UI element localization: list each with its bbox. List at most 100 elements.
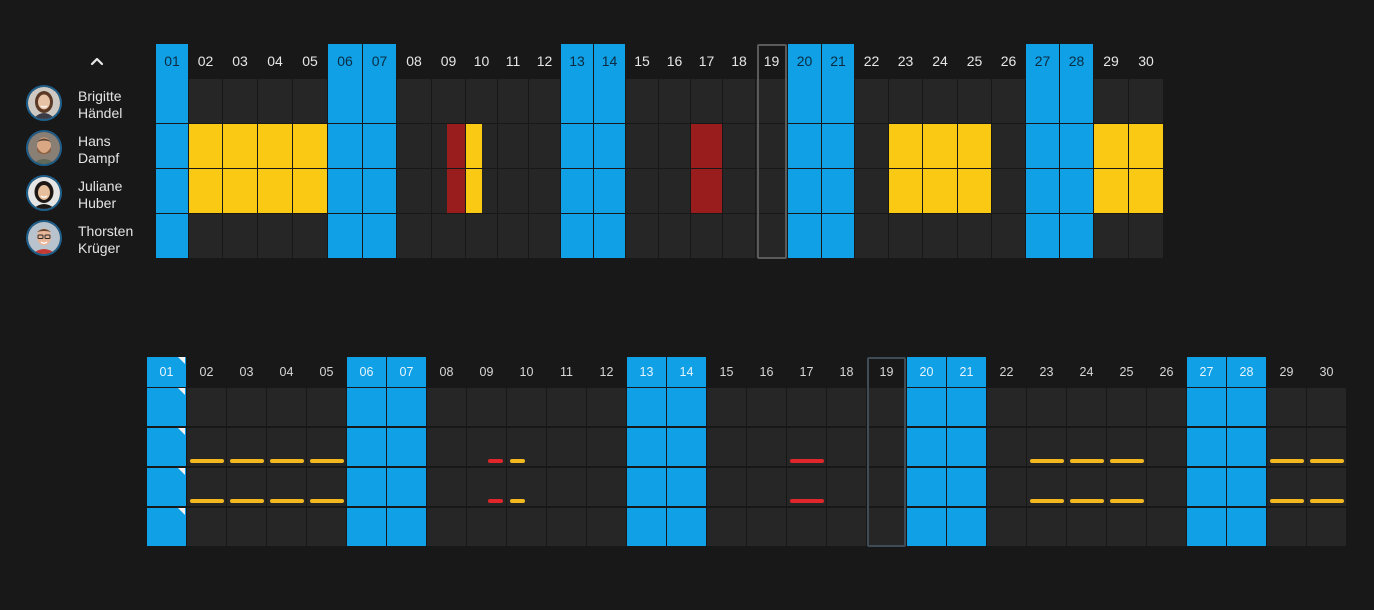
day-header-18[interactable]: 18 [731,53,747,69]
day-header-23[interactable]: 23 [897,53,914,69]
day-cell[interactable] [561,79,593,123]
compact-day-cell[interactable] [187,388,226,426]
compact-day-cell[interactable] [827,508,866,546]
day-cell[interactable] [156,124,188,168]
compact-day-cell[interactable] [1147,468,1186,506]
compact-day-cell[interactable] [947,388,986,426]
compact-day-cell[interactable] [587,468,626,506]
day-cell[interactable] [293,169,327,213]
compact-day-cell[interactable] [947,428,986,466]
day-header-30[interactable]: 30 [1138,53,1154,69]
compact-day-cell[interactable] [827,428,866,466]
day-cell[interactable] [723,124,755,168]
compact-day-cell[interactable] [387,388,426,426]
compact-day-cell[interactable] [627,388,666,426]
compact-day-cell[interactable] [1267,508,1306,546]
day-cell[interactable] [293,214,327,258]
compact-day-cell[interactable] [1107,468,1146,506]
compact-day-cell[interactable] [427,428,466,466]
day-cell[interactable] [889,79,922,123]
compact-day-header-16[interactable]: 16 [759,365,774,379]
compact-day-cell[interactable] [787,508,826,546]
day-cell[interactable] [855,214,888,258]
compact-day-header-28[interactable]: 28 [1227,357,1266,387]
day-cell[interactable] [1094,214,1128,258]
compact-day-cell[interactable] [707,508,746,546]
compact-day-cell[interactable] [547,388,586,426]
day-cell[interactable] [258,79,292,123]
compact-day-cell[interactable] [227,388,266,426]
day-cell[interactable] [822,79,854,123]
day-cell[interactable] [923,214,957,258]
day-header-11[interactable]: 11 [505,53,521,69]
compact-day-header-24[interactable]: 24 [1079,365,1094,379]
compact-day-cell[interactable] [787,468,826,506]
day-cell[interactable] [626,124,658,168]
compact-day-cell[interactable] [467,428,506,466]
compact-day-cell[interactable] [987,388,1026,426]
compact-day-cell[interactable] [1067,508,1106,546]
day-cell[interactable] [328,169,362,213]
day-cell[interactable] [788,79,821,123]
day-cell[interactable] [397,124,431,168]
compact-day-cell[interactable] [547,428,586,466]
compact-day-header-17[interactable]: 17 [799,365,814,379]
day-header-08[interactable]: 08 [406,53,422,69]
day-cell[interactable] [822,124,854,168]
day-cell[interactable] [691,169,722,213]
compact-day-header-30[interactable]: 30 [1319,365,1334,379]
compact-day-cell[interactable] [507,428,546,466]
compact-day-cell[interactable] [947,468,986,506]
day-cell[interactable] [756,79,787,123]
day-header-12[interactable]: 12 [536,53,553,69]
compact-day-cell[interactable] [427,468,466,506]
compact-day-cell[interactable] [467,388,506,426]
day-cell[interactable] [498,169,528,213]
compact-day-cell[interactable] [387,428,426,466]
day-cell[interactable] [992,169,1025,213]
compact-day-cell[interactable] [907,428,946,466]
day-cell[interactable] [594,124,625,168]
day-header-26[interactable]: 26 [1000,53,1017,69]
compact-day-cell[interactable] [547,468,586,506]
day-cell[interactable] [363,169,396,213]
day-cell[interactable] [363,124,396,168]
day-cell[interactable] [466,79,497,123]
compact-day-cell[interactable] [427,508,466,546]
compact-day-cell[interactable] [587,428,626,466]
day-header-06[interactable]: 06 [328,44,362,79]
day-cell[interactable] [156,214,188,258]
day-cell[interactable] [223,124,257,168]
compact-day-cell[interactable] [307,428,346,466]
day-cell[interactable] [529,79,560,123]
compact-day-cell[interactable] [827,388,866,426]
compact-day-cell[interactable] [1147,428,1186,466]
day-cell[interactable] [1129,214,1163,258]
day-cell[interactable] [626,169,658,213]
day-cell[interactable] [659,169,690,213]
compact-day-header-21[interactable]: 21 [947,357,986,387]
compact-day-cell[interactable] [307,468,346,506]
day-cell[interactable] [691,124,722,168]
compact-day-cell[interactable] [187,428,226,466]
compact-day-cell[interactable] [667,508,706,546]
day-cell[interactable] [923,169,957,213]
compact-day-header-09[interactable]: 09 [479,365,494,379]
day-cell[interactable] [756,124,787,168]
day-cell[interactable] [561,169,593,213]
compact-day-cell[interactable] [387,468,426,506]
compact-day-cell[interactable] [1027,468,1066,506]
compact-day-cell[interactable] [987,468,1026,506]
compact-day-header-19[interactable]: 19 [879,365,894,379]
day-cell[interactable] [293,79,327,123]
compact-day-cell[interactable] [787,388,826,426]
compact-day-cell[interactable] [267,388,306,426]
day-cell[interactable] [223,169,257,213]
day-header-07[interactable]: 07 [363,44,396,79]
compact-day-cell[interactable] [627,508,666,546]
day-cell[interactable] [723,169,755,213]
compact-day-header-14[interactable]: 14 [667,357,706,387]
compact-day-cell[interactable] [1107,388,1146,426]
compact-day-cell[interactable] [747,508,786,546]
day-cell[interactable] [466,169,497,213]
